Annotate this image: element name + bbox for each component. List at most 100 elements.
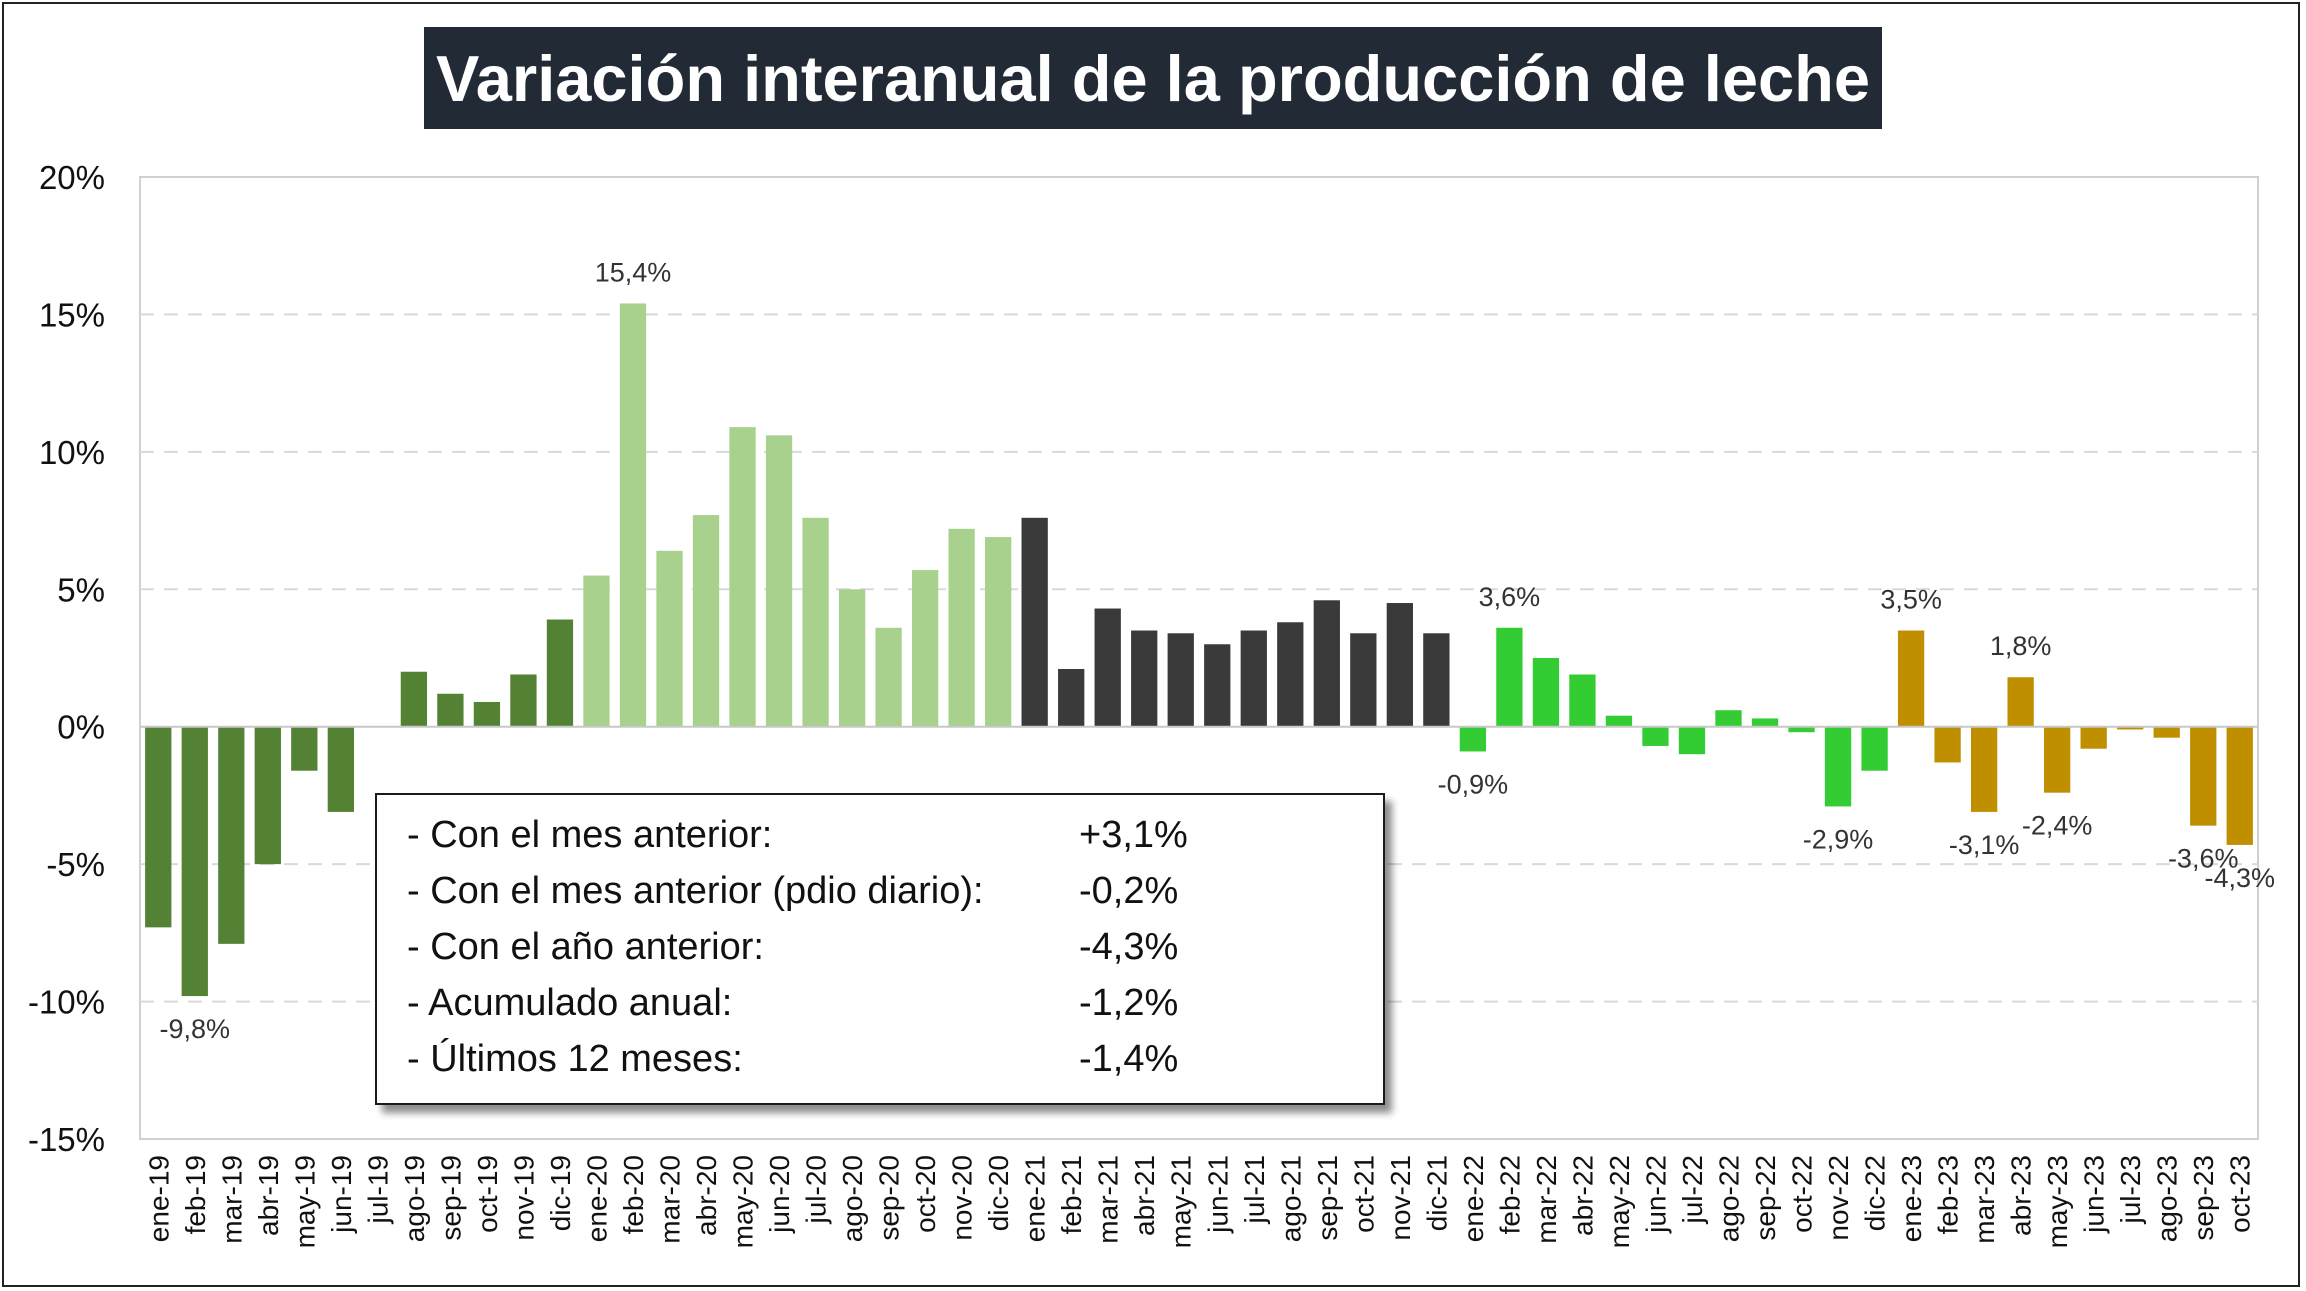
x-tick-label: mar-22 <box>1531 1155 1562 1244</box>
data-label: -9,8% <box>160 1014 231 1044</box>
title-banner: Variación interanual de la producción de… <box>424 27 1882 129</box>
plot-area <box>139 176 2259 1140</box>
bar <box>1678 726 1706 755</box>
bar <box>473 701 501 727</box>
bar <box>765 435 793 727</box>
x-tick-label: dic-20 <box>983 1155 1014 1231</box>
data-label: -2,4% <box>2022 811 2093 841</box>
bar <box>327 726 354 812</box>
x-tick-label: jun-20 <box>764 1155 795 1234</box>
bar <box>619 303 647 727</box>
bar <box>546 619 574 727</box>
bar <box>1131 630 1158 727</box>
x-tick-label: abr-21 <box>1129 1155 1160 1236</box>
bar <box>1861 726 1888 771</box>
x-tick-label: ago-23 <box>2152 1155 2183 1242</box>
x-tick-label: feb-23 <box>1933 1155 1964 1234</box>
bar <box>802 517 829 727</box>
x-tick-label: mar-23 <box>1969 1155 2000 1244</box>
x-tick-label: sep-20 <box>874 1155 905 1241</box>
x-tick-label: ago-19 <box>399 1155 430 1242</box>
bar <box>838 589 866 727</box>
x-tick-label: abr-20 <box>691 1155 722 1236</box>
data-label: -2,9% <box>1803 824 1874 854</box>
x-tick-label: mar-20 <box>655 1155 686 1244</box>
bar <box>692 515 720 727</box>
x-tick-label: nov-22 <box>1823 1155 1854 1241</box>
x-tick-label: jun-21 <box>1202 1155 1233 1234</box>
x-tick-label: sep-19 <box>435 1155 466 1241</box>
x-tick-label: jul-19 <box>362 1155 393 1224</box>
x-tick-label: ene-20 <box>581 1155 612 1242</box>
x-tick-label: jul-22 <box>1677 1155 1708 1224</box>
x-tick-label: jun-23 <box>2079 1155 2110 1234</box>
bar <box>1058 668 1085 727</box>
stat-value: -1,2% <box>1079 981 1179 1024</box>
bar <box>1423 633 1450 727</box>
bar <box>437 693 464 727</box>
stat-value: -0,2% <box>1079 869 1179 912</box>
x-tick-label: ene-23 <box>1896 1155 1927 1242</box>
x-tick-label: may-21 <box>1166 1155 1197 1248</box>
bar <box>1642 726 1669 746</box>
x-tick-label: jul-21 <box>1239 1155 1270 1224</box>
x-tick-label: dic-21 <box>1421 1155 1452 1231</box>
bar <box>875 627 902 727</box>
x-tick-label: sep-22 <box>1750 1155 1781 1241</box>
bar <box>1751 718 1779 727</box>
stat-row: - Acumulado anual: -1,2% <box>407 975 1383 1031</box>
x-tick-label: dic-19 <box>545 1155 576 1231</box>
x-tick-label: ene-19 <box>143 1155 174 1242</box>
x-tick-label: dic-22 <box>1860 1155 1891 1231</box>
stat-row: - Con el mes anterior (pdio diario): -0,… <box>407 863 1383 919</box>
bar <box>1240 630 1267 727</box>
bar <box>2190 726 2217 826</box>
bar <box>1496 627 1523 727</box>
stat-label: - Acumulado anual: <box>407 981 733 1024</box>
bar <box>1605 715 1633 727</box>
bar <box>583 575 610 727</box>
bar <box>985 537 1012 727</box>
bar <box>181 726 208 997</box>
y-tick-label: 20% <box>39 159 105 196</box>
x-tick-label: oct-21 <box>1348 1155 1379 1233</box>
bar <box>1715 710 1742 727</box>
x-tick-label: feb-19 <box>180 1155 211 1234</box>
x-tick-label: ene-21 <box>1020 1155 1051 1242</box>
x-tick-label: jul-20 <box>801 1155 832 1224</box>
data-label: 3,5% <box>1880 585 1942 615</box>
stat-value: -4,3% <box>1079 925 1179 968</box>
x-tick-label: may-22 <box>1604 1155 1635 1248</box>
x-tick-label: nov-19 <box>508 1155 539 1241</box>
x-tick-label: feb-20 <box>618 1155 649 1234</box>
x-tick-label: jul-23 <box>2115 1155 2146 1224</box>
x-tick-label: abr-22 <box>1567 1155 1598 1236</box>
stat-row: - Últimos 12 meses: -1,4% <box>407 1031 1383 1087</box>
bar <box>1021 517 1048 727</box>
bar <box>2153 726 2180 738</box>
bar <box>1532 658 1560 727</box>
x-tick-label: jun-19 <box>326 1155 357 1234</box>
x-tick-label: may-23 <box>2042 1155 2073 1248</box>
bar <box>1094 608 1121 727</box>
bar <box>1569 674 1596 727</box>
x-tick-label: oct-22 <box>1787 1155 1818 1233</box>
y-tick-label: -15% <box>28 1121 105 1158</box>
x-tick-label: ago-20 <box>837 1155 868 1242</box>
bar <box>218 726 245 944</box>
y-tick-label: 5% <box>57 571 105 608</box>
x-tick-label: abr-23 <box>2006 1155 2037 1236</box>
bar <box>2007 677 2034 727</box>
bar <box>1386 603 1413 727</box>
stat-value: -1,4% <box>1079 1037 1179 1080</box>
data-label: 1,8% <box>1990 631 2052 661</box>
x-tick-label: nov-21 <box>1385 1155 1416 1241</box>
x-tick-label: oct-20 <box>910 1155 941 1233</box>
bar <box>2117 726 2144 730</box>
y-tick-label: -10% <box>28 984 105 1021</box>
bar <box>1167 633 1194 727</box>
bar <box>1824 726 1852 807</box>
bar <box>145 726 172 928</box>
bar <box>254 726 281 865</box>
